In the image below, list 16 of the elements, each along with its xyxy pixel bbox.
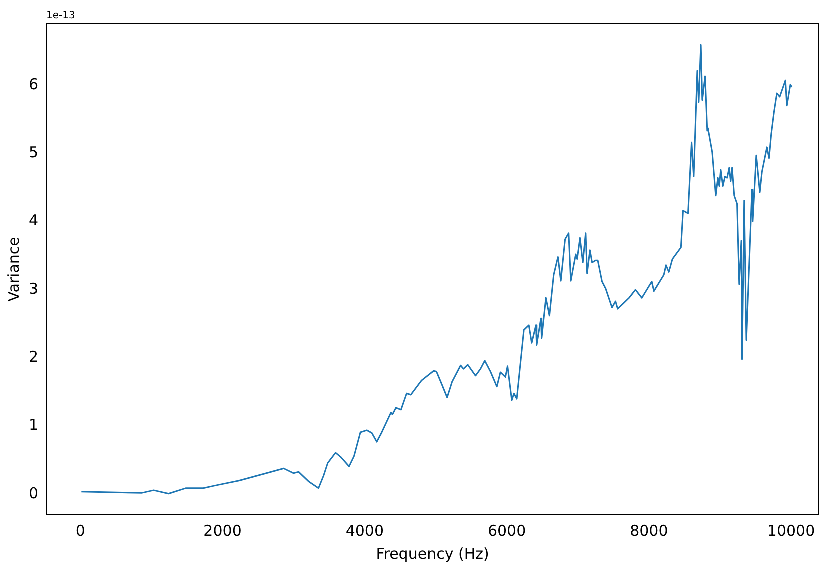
x-tick-label: 0 [76,522,86,540]
y-tick-label: 3 [28,280,39,298]
y-tick-label: 5 [28,143,39,162]
y-tick-label: 2 [28,348,39,366]
x-tick-label: 10000 [767,522,816,540]
x-tick-label: 8000 [630,522,668,540]
x-tick-label: 6000 [488,522,526,540]
y-tick-label: 0 [28,484,39,502]
y-tick-label: 4 [28,212,39,230]
y-axis-title: Variance [4,237,23,302]
y-tick-label: 1 [28,416,39,434]
x-axis-title: Frequency (Hz) [376,544,490,563]
y-tick-label: 6 [28,75,39,94]
x-tick-label: 2000 [204,522,242,540]
x-tick-label: 4000 [346,522,384,540]
text: 1e-13 [46,10,76,22]
